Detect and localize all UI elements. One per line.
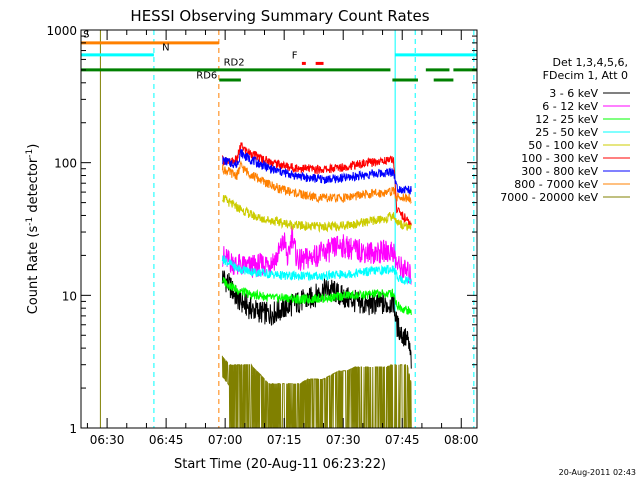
x-tick-label-0: 06:30	[90, 433, 125, 447]
legend-label-3: 25 - 50 keV	[535, 126, 598, 139]
y-tick-label-0: 1	[69, 422, 77, 436]
legend-label-7: 800 - 7000 keV	[514, 178, 598, 191]
series-line-0	[221, 270, 412, 369]
y-label-part-1: Count Rate (s	[26, 226, 41, 315]
flag-label-s: S	[83, 29, 89, 40]
chart-title: HESSI Observing Summary Count Rates	[130, 7, 429, 25]
series-line-4	[221, 195, 412, 233]
series-line-1	[221, 225, 412, 286]
y-tick-label-2: 100	[54, 157, 77, 171]
legend-label-8: 7000 - 20000 keV	[500, 191, 598, 204]
legend-header-2: FDecim 1, Att 0	[543, 69, 628, 82]
series-line-5	[221, 142, 412, 226]
legend-label-4: 50 - 100 keV	[528, 139, 598, 152]
legend-label-0: 3 - 6 keV	[549, 87, 598, 100]
x-tick-label-1: 06:45	[149, 433, 184, 447]
y-axis-label: Count Rate (s-1 detector-1)	[25, 144, 41, 315]
series-line-8	[221, 355, 412, 429]
x-axis-label: Start Time (20-Aug-11 06:23:22)	[174, 457, 386, 472]
y-tick-label-1: 10	[62, 289, 77, 303]
series-layer	[221, 142, 412, 429]
legend-label-1: 6 - 12 keV	[542, 100, 598, 113]
series-line-3	[221, 255, 412, 286]
y-label-part-2: detector	[26, 157, 41, 217]
y-label-part-3: )	[26, 144, 41, 149]
x-tick-label-6: 08:00	[444, 433, 479, 447]
x-tick-label-3: 07:15	[267, 433, 302, 447]
legend-header-1: Det 1,3,4,5,6,	[552, 56, 628, 69]
axes: 06:30 06:45 07:00 07:15 07:30 07:45 08:00 1 10 10…	[46, 24, 478, 447]
legend-label-2: 12 - 25 keV	[535, 113, 598, 126]
plot-frame	[80, 29, 478, 429]
legend: Det 1,3,4,5,6, FDecim 1, Att 0 3 - 6 keV…	[500, 56, 630, 204]
series-line-7	[221, 160, 412, 205]
legend-label-6: 300 - 800 keV	[521, 165, 598, 178]
y-tick-label-3: 1000	[46, 24, 77, 38]
series-line-6	[222, 148, 412, 195]
legend-label-5: 100 - 300 keV	[521, 152, 598, 165]
y-label-sup-2: -1	[25, 149, 35, 158]
flag-label-rd2: RD2	[224, 58, 245, 69]
flag-label-n: N	[162, 43, 169, 54]
series-line-2	[221, 277, 412, 315]
y-label-sup-1: -1	[25, 217, 35, 226]
vertical-markers	[99, 30, 475, 428]
x-tick-label-4: 07:30	[326, 433, 361, 447]
x-tick-label-5: 07:45	[385, 433, 420, 447]
flag-label-f: F	[292, 50, 298, 61]
flag-label-rd6: RD6	[196, 71, 217, 82]
x-tick-label-2: 07:00	[208, 433, 243, 447]
flag-bars: S N RD2 RD6 F	[81, 29, 477, 82]
timestamp-stamp: 20-Aug-2011 02:43	[559, 468, 636, 477]
